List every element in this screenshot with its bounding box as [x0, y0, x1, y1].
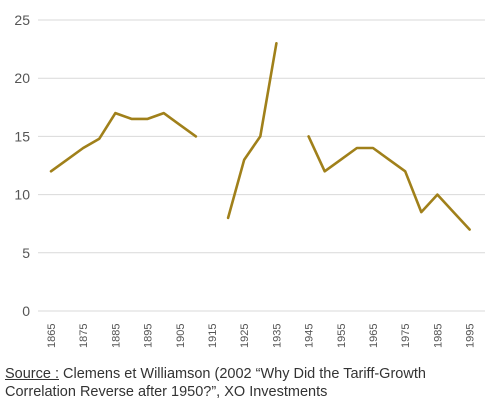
x-tick-label: 1905	[175, 324, 187, 348]
x-tick-label: 1995	[465, 324, 477, 348]
y-tick-label: 0	[22, 303, 30, 319]
y-tick-label: 10	[14, 187, 30, 203]
gridlines	[38, 19, 485, 312]
chart-area: 0 5 10 15 20 25 1865 1875 1885 1895 1905 1915 1925 1…	[14, 12, 485, 348]
series-line-segment-1	[49, 111, 198, 173]
x-tick-label: 1895	[143, 324, 155, 348]
x-tick-label: 1865	[46, 324, 58, 348]
x-tick-label: 1885	[110, 324, 122, 348]
y-tick-label: 25	[14, 12, 30, 28]
y-tick-label: 15	[14, 128, 30, 144]
y-tick-label: 5	[22, 245, 30, 261]
y-tick-label: 20	[14, 70, 30, 86]
x-tick-label: 1965	[368, 324, 380, 348]
x-tick-label: 1925	[239, 324, 251, 348]
x-tick-label: 1935	[271, 324, 283, 348]
x-tick-label: 1915	[207, 324, 219, 348]
source-label: Source :	[5, 366, 59, 382]
x-tick-label: 1985	[432, 324, 444, 348]
series-lines	[49, 41, 471, 231]
x-axis-ticks: 1865 1875 1885 1895 1905 1915 1925 1935 1945 1955…	[46, 324, 477, 348]
series-line-segment-2	[226, 41, 278, 220]
source-text: Clemens et Williamson (2002 “Why Did the…	[5, 366, 426, 400]
x-tick-label: 1875	[78, 324, 90, 348]
x-tick-label: 1945	[304, 324, 316, 348]
x-tick-label: 1955	[336, 324, 348, 348]
source-note: Source : Clemens et Williamson (2002 “Wh…	[5, 365, 489, 401]
series-line-segment-3	[307, 135, 471, 231]
x-tick-label: 1975	[400, 324, 412, 348]
y-axis-ticks: 0 5 10 15 20 25	[14, 12, 30, 319]
